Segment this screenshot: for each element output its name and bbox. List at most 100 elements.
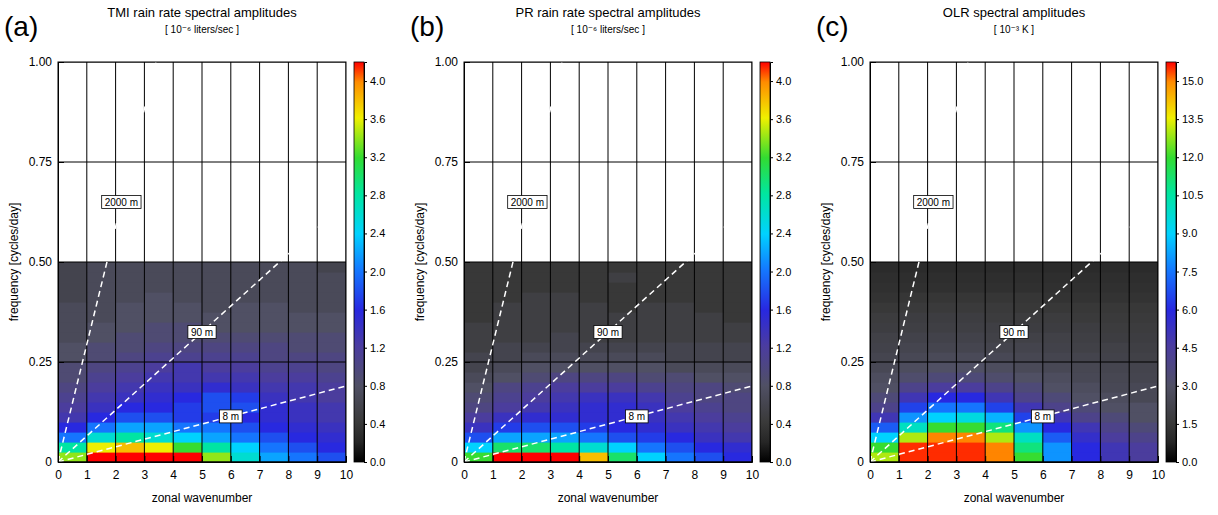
cell	[608, 442, 637, 453]
cell	[58, 422, 87, 433]
y-axis-tick-mark	[464, 362, 470, 363]
colorbar-axis-tick-mark	[770, 157, 773, 158]
colorbar-axis-tick-label: 1.2	[776, 342, 791, 354]
x-axis-tick: 2	[519, 456, 526, 482]
colorbar-axis-tick-label: 1.6	[776, 304, 791, 316]
cell	[1072, 302, 1101, 313]
grid	[464, 62, 752, 462]
x-axis: 012345678910	[55, 456, 353, 482]
y-axis-tick-label: 0.25	[841, 355, 865, 369]
cell	[1129, 342, 1158, 353]
cell	[985, 362, 1014, 373]
cell	[260, 392, 289, 403]
cell	[317, 412, 346, 423]
colorbar	[1166, 62, 1176, 462]
colorbar-axis-line	[365, 63, 368, 463]
cell	[144, 282, 173, 293]
label-box	[188, 326, 216, 339]
cell	[928, 452, 957, 462]
cell	[723, 422, 752, 433]
colorbar-axis-tick-mark	[770, 424, 773, 425]
x-axis-tick-mark	[1158, 456, 1159, 462]
colorbar-axis-tick: 1.2	[364, 342, 385, 354]
cell	[666, 272, 695, 283]
grid-line-y	[58, 162, 346, 163]
cell	[116, 272, 145, 283]
cell	[985, 412, 1014, 423]
cell	[1072, 432, 1101, 443]
x-axis-tick-mark	[231, 456, 232, 462]
cell	[870, 442, 899, 453]
cell	[899, 332, 928, 343]
cell	[985, 382, 1014, 393]
colorbar-axis-tick: 0.4	[770, 418, 791, 430]
cell	[58, 442, 87, 453]
cell	[231, 432, 260, 443]
cell	[173, 282, 202, 293]
cell	[493, 382, 522, 393]
cell	[870, 382, 899, 393]
cell	[202, 272, 231, 283]
y-axis-tick-label: 0.75	[435, 155, 459, 169]
colorbar-axis-tick-label: 0.8	[776, 380, 791, 392]
cell	[522, 432, 551, 443]
x-axis-tick-mark	[116, 456, 117, 462]
cell	[1072, 392, 1101, 403]
cell	[288, 302, 317, 313]
cell	[464, 302, 493, 313]
colorbar-axis-tick-label: 0.4	[776, 418, 791, 430]
x-axis-tick: 7	[257, 456, 264, 482]
cell	[173, 392, 202, 403]
colorbar-axis-tick: 0.0	[1176, 456, 1197, 468]
cell	[985, 372, 1014, 383]
cell	[608, 262, 637, 273]
cell	[231, 362, 260, 373]
cell	[317, 272, 346, 283]
cell	[231, 452, 260, 462]
x-axis-tick-label: 0	[55, 468, 62, 482]
cell	[637, 352, 666, 363]
cell	[899, 342, 928, 353]
cell	[317, 282, 346, 293]
panel-title: PR rain rate spectral amplitudes	[516, 5, 701, 20]
x-axis-tick: 7	[1069, 456, 1076, 482]
label-box	[219, 410, 242, 423]
x-axis-tick-mark	[637, 456, 638, 462]
cell	[870, 322, 899, 333]
depth-line	[464, 386, 752, 462]
cell	[723, 402, 752, 413]
cell	[694, 342, 723, 353]
y-axis-tick: 0.75	[435, 155, 470, 169]
y-axis-tick-label: 0.75	[841, 155, 865, 169]
colorbar-axis-tick-mark	[770, 81, 773, 82]
colorbar-axis-tick-label: 0.0	[1182, 456, 1197, 468]
cell	[1072, 342, 1101, 353]
colorbar-axis-tick: 3.2	[364, 151, 385, 163]
colorbar-axis-tick-mark	[364, 157, 367, 158]
cell	[317, 392, 346, 403]
cell	[116, 292, 145, 303]
colorbar-axis-tick: 1.6	[770, 304, 791, 316]
colorbar-axis-tick-mark	[770, 119, 773, 120]
colorbar-axis-tick-mark	[364, 81, 367, 82]
cell	[317, 362, 346, 373]
colorbar-axis-tick-label: 0.0	[776, 456, 791, 468]
cell	[1014, 442, 1043, 453]
cell	[144, 442, 173, 453]
cell	[666, 442, 695, 453]
y-axis-title: frequency [cycles/day]	[819, 203, 833, 322]
colorbar-axis-tick: 3.0	[1176, 380, 1197, 392]
cell	[928, 402, 957, 413]
cell	[202, 442, 231, 453]
x-axis-tick-mark	[1014, 456, 1015, 462]
cell	[58, 302, 87, 313]
cell	[550, 292, 579, 303]
cell	[1100, 322, 1129, 333]
x-axis-line	[871, 456, 1159, 463]
cell	[1014, 342, 1043, 353]
cell	[116, 362, 145, 373]
y-axis-tick-mark	[464, 462, 470, 463]
cell	[899, 432, 928, 443]
cell	[288, 352, 317, 363]
x-axis-tick-mark	[1100, 456, 1101, 462]
